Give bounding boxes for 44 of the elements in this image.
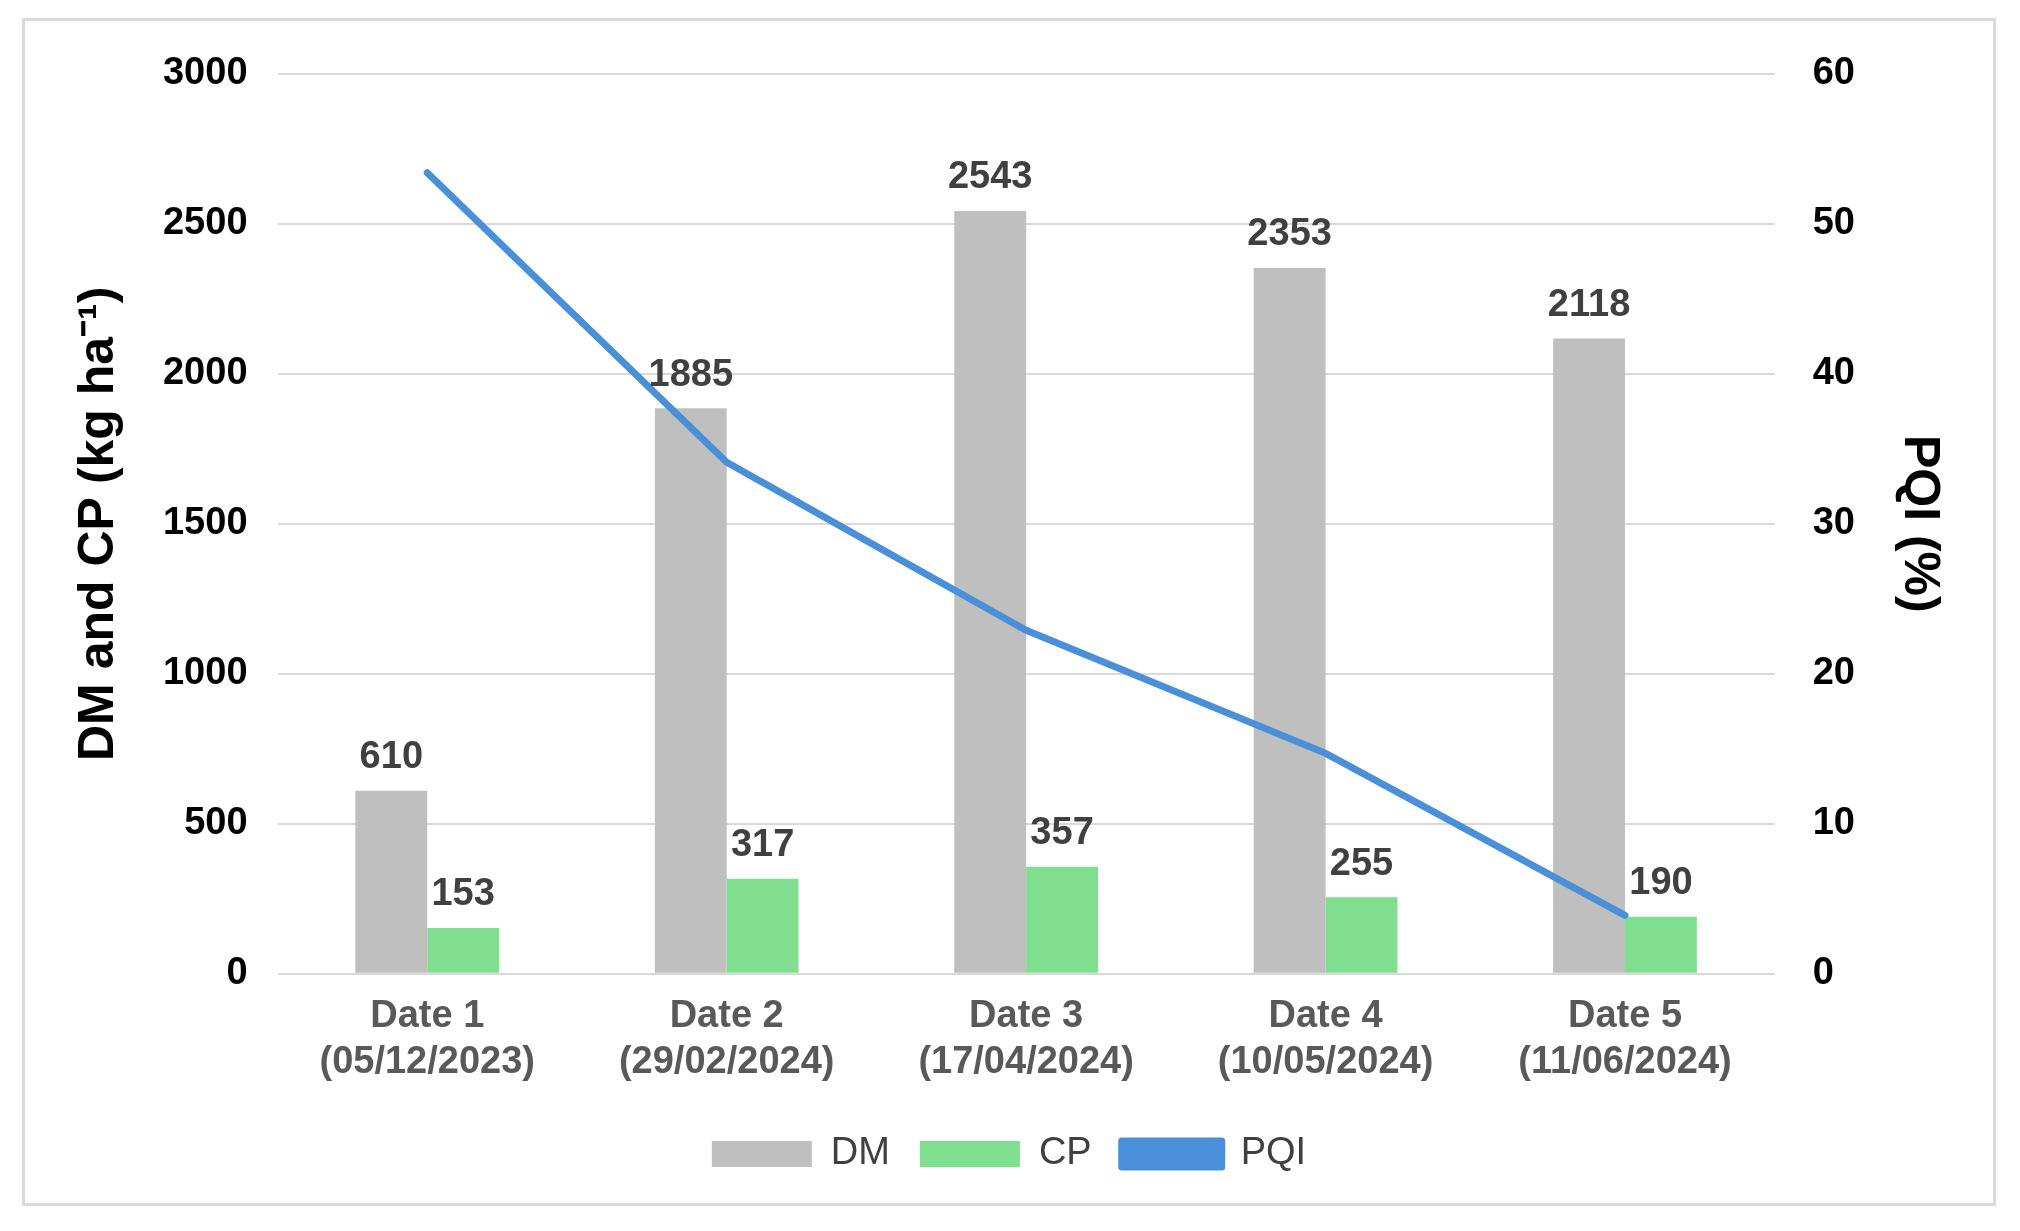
y2-tick-label: 10	[1812, 800, 1856, 843]
bar	[1325, 897, 1398, 973]
y-tick-label: 3000	[162, 50, 248, 93]
bar	[1625, 916, 1697, 973]
x-tick-label: Date 4 (10/05/2024)	[1217, 993, 1434, 1081]
data-label: 1885	[648, 351, 734, 394]
bar	[427, 927, 500, 973]
data-label: 357	[1030, 810, 1094, 853]
y2-tick-label: 50	[1812, 200, 1856, 243]
y2-tick-label: 20	[1812, 650, 1856, 693]
bar	[726, 878, 799, 973]
y-tick-label: 1500	[162, 500, 248, 543]
bar	[355, 790, 428, 973]
y2-tick-label: 30	[1812, 500, 1856, 543]
y-tick-label: 2000	[162, 350, 248, 393]
y2-tick-label: 60	[1812, 50, 1856, 93]
bar	[654, 408, 727, 973]
x-tick-label: Date 5 (11/06/2024)	[1518, 993, 1732, 1081]
bar	[954, 210, 1027, 973]
data-label: 2118	[1547, 281, 1631, 324]
y-tick-label: 500	[184, 800, 248, 843]
legend-label: PQI	[1240, 1130, 1307, 1173]
y2-tick-label: 40	[1812, 350, 1856, 393]
data-label: 153	[431, 871, 495, 914]
bar	[1253, 267, 1326, 973]
x-tick-label: Date 3 (17/04/2024)	[918, 993, 1134, 1081]
data-label: 2353	[1247, 211, 1332, 254]
bar	[1026, 866, 1098, 973]
y-axis-title: DM and CP (kg ha⁻¹)	[67, 286, 124, 762]
y-tick-label: 0	[226, 950, 248, 993]
data-label: 610	[359, 734, 424, 777]
data-label: 255	[1329, 840, 1394, 883]
bar	[1553, 338, 1626, 973]
data-label: 317	[730, 822, 795, 865]
data-label: 190	[1629, 860, 1693, 903]
y2-tick-label: 0	[1812, 950, 1834, 993]
y2-axis-title: PQI (%)	[1894, 434, 1951, 613]
y-tick-label: 2500	[162, 200, 248, 243]
legend-label: DM	[830, 1130, 890, 1173]
legend-label: CP	[1038, 1130, 1092, 1173]
data-label: 2543	[947, 154, 1033, 197]
y-tick-label: 1000	[162, 650, 248, 693]
x-tick-label: Date 1 (05/12/2023)	[319, 993, 535, 1081]
x-tick-label: Date 2 (29/02/2024)	[618, 993, 835, 1081]
